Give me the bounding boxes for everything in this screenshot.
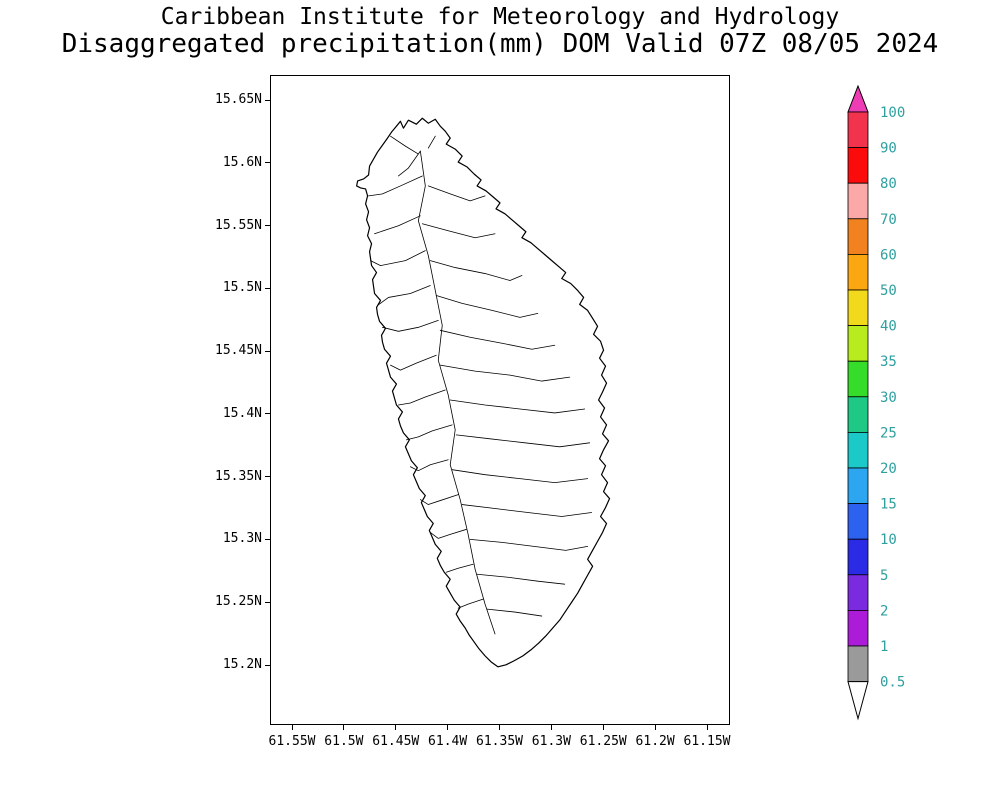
- lon-label: 61.55W: [268, 734, 316, 749]
- colorbar-segment: [847, 610, 869, 647]
- colorbar-tick-label: 2: [880, 603, 888, 619]
- watershed-lines: [369, 136, 592, 634]
- lon-label: 61.45W: [372, 734, 420, 749]
- colorbar-tick-label: 20: [880, 461, 897, 477]
- colorbar-tick-label: 90: [880, 141, 897, 157]
- lon-tick: [602, 725, 604, 730]
- colorbar-segment: [847, 111, 869, 148]
- lon-tick: [499, 725, 500, 730]
- colorbar-tick-label: 80: [880, 176, 897, 192]
- lat-tick: [265, 99, 270, 101]
- colorbar-tick-label: 100: [880, 105, 905, 121]
- colorbar-segment: [847, 574, 869, 611]
- lat-tick: [265, 413, 270, 415]
- lat-tick: [265, 225, 270, 227]
- colorbar-segment: [847, 396, 869, 433]
- colorbar-segment: [847, 645, 869, 682]
- page-subtitle: Disaggregated precipitation(mm) DOM Vali…: [61, 29, 939, 59]
- lon-label: 61.3W: [531, 734, 571, 749]
- colorbar-tick-label: 35: [880, 354, 897, 370]
- map-plot-area: [270, 75, 730, 725]
- lat-label: 15.6N: [222, 154, 262, 170]
- lat-label: 15.25N: [215, 594, 262, 610]
- colorbar-segment: [847, 253, 869, 291]
- lon-label: 61.5W: [324, 734, 364, 749]
- lat-tick: [265, 538, 270, 540]
- lon-tick: [291, 725, 293, 730]
- lon-tick: [706, 725, 708, 730]
- colorbar-tick-label: 15: [880, 497, 897, 513]
- colorbar-tick-label: 40: [880, 319, 897, 335]
- colorbar-top-arrow: [848, 86, 868, 112]
- colorbar-segment: [847, 218, 869, 255]
- lon-label: 61.4W: [428, 734, 468, 749]
- lon-label: 61.2W: [635, 734, 675, 749]
- colorbar-tick-label: 60: [880, 247, 897, 263]
- lon-tick: [550, 725, 552, 730]
- lat-label: 15.3N: [222, 531, 262, 547]
- colorbar-tick-label: 5: [880, 568, 888, 584]
- colorbar-segment: [847, 538, 869, 576]
- lat-tick: [265, 350, 270, 352]
- lat-label: 15.5N: [222, 280, 262, 296]
- colorbar-tick-label: 10: [880, 532, 897, 548]
- lat-label: 15.65N: [215, 92, 262, 107]
- lon-tick: [447, 725, 449, 730]
- colorbar-segment: [847, 360, 869, 398]
- lon-label: 61.25W: [579, 734, 627, 749]
- colorbar-tick-label: 50: [880, 283, 897, 299]
- lat-tick: [265, 476, 270, 478]
- colorbar-tick-label: 1: [880, 639, 888, 655]
- colorbar-tick-label: 0.5: [880, 675, 905, 691]
- colorbar-bottom-arrow: [848, 682, 868, 719]
- colorbar-segment: [847, 147, 869, 184]
- lat-label: 15.2N: [222, 657, 262, 672]
- page-title: Caribbean Institute for Meteorology and …: [160, 4, 840, 30]
- lat-tick: [265, 664, 270, 666]
- dominica-map: [271, 76, 729, 724]
- dominica-coastline: [357, 118, 610, 667]
- lon-tick: [395, 725, 397, 730]
- colorbar-segment: [847, 431, 869, 469]
- colorbar-tick-label: 30: [880, 390, 897, 406]
- lon-tick: [343, 725, 345, 730]
- colorbar-tick-label: 25: [880, 425, 897, 441]
- lat-label: 15.45N: [215, 343, 262, 359]
- lat-tick: [265, 287, 270, 289]
- title-block: Caribbean Institute for Meteorology and …: [0, 4, 1000, 58]
- lon-label: 61.15W: [683, 734, 731, 749]
- colorbar-segment: [847, 467, 869, 504]
- precipitation-colorbar: 100 90 80 70 60 50 40 35 30 25 20 15 10 5 2 1 0.5: [846, 85, 905, 745]
- lat-tick: [265, 162, 270, 164]
- lon-label: 61.35W: [476, 734, 523, 749]
- lon-tick: [654, 725, 656, 730]
- colorbar-segment: [847, 289, 869, 326]
- colorbar-segment: [847, 503, 869, 540]
- lat-tick: [265, 601, 270, 603]
- colorbar-segment: [847, 182, 869, 220]
- colorbar-tick-label: 70: [880, 212, 897, 228]
- colorbar-segment: [847, 325, 869, 362]
- lat-label: 15.55N: [215, 217, 262, 233]
- lat-label: 15.4N: [222, 405, 262, 421]
- lat-label: 15.35N: [215, 468, 262, 484]
